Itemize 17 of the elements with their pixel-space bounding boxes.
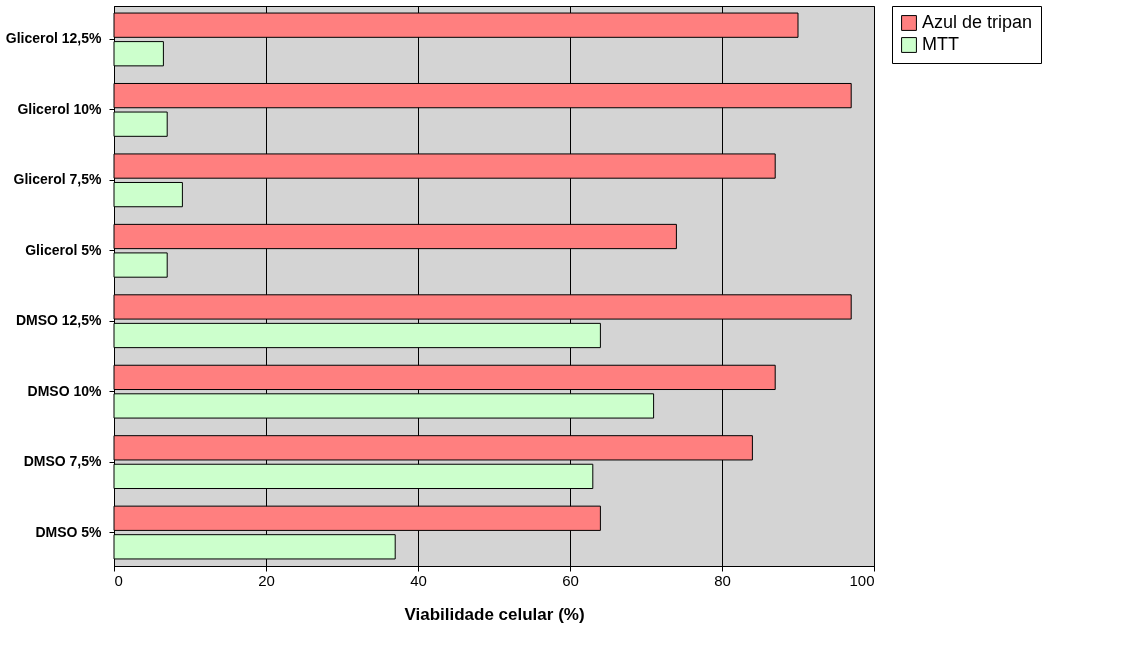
legend-label: Azul de tripan [922, 12, 1033, 32]
y-tick-label: Glicerol 10% [17, 100, 103, 117]
x-axis-title: Viabilidade celular (%) [404, 604, 585, 624]
x-tick-label: 0 [114, 571, 123, 589]
y-tick-label: Glicerol 7,5% [13, 171, 103, 188]
y-tick-label: DMSO 7,5% [23, 453, 103, 470]
x-tick-label: 100 [849, 571, 875, 589]
y-tick-label: DMSO 10% [27, 382, 103, 399]
legend-label: MTT [922, 34, 959, 54]
x-tick-label: 20 [258, 571, 275, 589]
x-tick-label: 60 [562, 571, 579, 589]
y-tick-label: Glicerol 5% [25, 241, 103, 258]
x-tick-label: 80 [714, 571, 731, 589]
y-tick-label: DMSO 12,5% [15, 312, 103, 329]
y-tick-label: Glicerol 12,5% [5, 30, 103, 47]
y-tick-label: DMSO 5% [35, 523, 103, 540]
x-tick-label: 40 [410, 571, 427, 589]
